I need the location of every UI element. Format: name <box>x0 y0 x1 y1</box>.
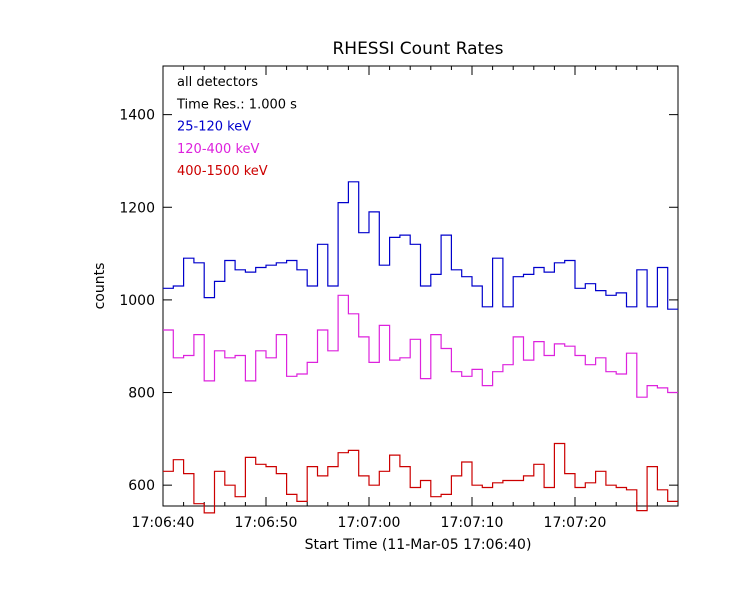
y-tick-label: 800 <box>128 386 155 402</box>
y-axis: 600 800 1000 1200 1400 <box>119 108 678 494</box>
x-axis: 17:06:40 17:06:50 17:07:00 17:07:10 17:07:20 <box>132 66 679 531</box>
y-tick-label: 600 <box>128 478 155 494</box>
x-tick-label: 17:07:00 <box>338 515 401 531</box>
y-tick-label: 1000 <box>119 293 155 309</box>
legend-entry-1: 25-120 keV <box>177 120 251 135</box>
legend: all detectors Time Res.: 1.000 s 25-120 ke… <box>176 75 297 179</box>
x-tick-label: 17:06:40 <box>132 515 195 531</box>
chart-title: RHESSI Count Rates <box>332 39 503 59</box>
legend-info-2: Time Res.: 1.000 s <box>176 97 297 112</box>
y-tick-label: 1200 <box>119 200 155 216</box>
series-line-3 <box>163 442 678 514</box>
series-group <box>163 181 678 514</box>
plot-frame <box>162 65 679 507</box>
x-tick-label: 17:07:20 <box>544 515 607 531</box>
y-tick-label: 1400 <box>119 108 155 124</box>
x-tick-label: 17:06:50 <box>235 515 298 531</box>
legend-entry-2: 120-400 keV <box>177 142 260 157</box>
y-axis-title: counts <box>92 263 108 310</box>
x-axis-title: Start Time (11-Mar-05 17:06:40) <box>305 537 532 553</box>
series-line-2 <box>163 294 678 398</box>
legend-entry-3: 400-1500 keV <box>177 164 268 179</box>
legend-info-1: all detectors <box>177 75 258 90</box>
x-tick-label: 17:07:10 <box>441 515 504 531</box>
series-line-1 <box>163 181 678 310</box>
